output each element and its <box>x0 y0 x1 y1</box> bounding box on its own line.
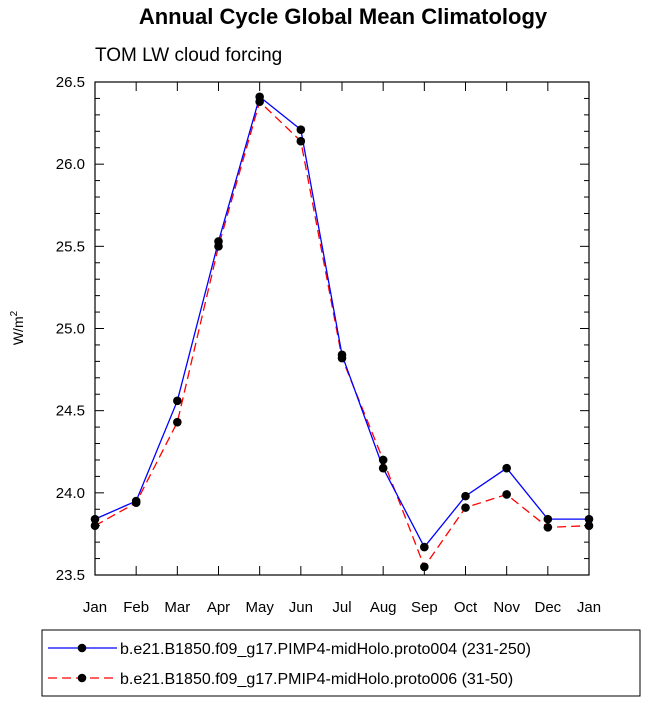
y-tick-label: 25.0 <box>56 321 85 338</box>
series-2-point <box>461 503 470 512</box>
series-1-point <box>543 514 553 524</box>
legend-label-2: b.e21.B1850.f09_g17.PMIP4-midHolo.proto0… <box>120 671 513 688</box>
y-tick-label: 26.0 <box>56 156 85 173</box>
x-tick-label: Jan <box>577 599 601 616</box>
series-2-point <box>584 521 594 530</box>
y-tick-label: 24.0 <box>56 485 85 502</box>
x-tick-label: Mar <box>164 599 190 616</box>
x-tick-label: Apr <box>207 599 230 616</box>
y-axis-label-superscript: 2 <box>9 310 20 316</box>
series-1-point <box>502 463 511 473</box>
axis-ticks: Jan Feb Mar Apr May Jun Jul Aug Sep Oct Nov Dec Jan 2… <box>56 74 601 616</box>
legend-marker-1 <box>77 643 87 653</box>
x-tick-label: Jun <box>289 599 313 616</box>
svg-text:W/m2: W/m2 <box>9 310 26 345</box>
y-tick-label: 24.5 <box>56 403 85 420</box>
chart-title: Annual Cycle Global Mean Climatology <box>139 4 548 29</box>
x-tick-label: May <box>245 599 274 616</box>
series-2-point <box>378 455 388 465</box>
series-2-point <box>420 562 429 572</box>
series-2-point <box>173 417 182 427</box>
series-1-point <box>90 514 100 524</box>
series-1-point <box>584 514 594 524</box>
x-tick-label: Sep <box>411 599 438 616</box>
legend: b.e21.B1850.f09_g17.PIMP4-midHolo.proto0… <box>48 641 531 688</box>
y-tick-label: 26.5 <box>56 74 85 91</box>
legend-label-1: b.e21.B1850.f09_g17.PIMP4-midHolo.proto0… <box>120 641 531 658</box>
series-1-point <box>214 237 223 246</box>
series-1-point <box>131 496 141 506</box>
y-tick-label: 23.5 <box>56 567 85 584</box>
series-1-point <box>378 463 388 473</box>
series-2-point <box>502 490 511 499</box>
y-axis-label-text: W/m <box>10 316 26 345</box>
x-tick-label: Oct <box>454 599 478 616</box>
series-2-point <box>543 523 553 532</box>
series-line-1 <box>94 95 589 549</box>
series-line-2 <box>94 100 590 569</box>
x-tick-label: Nov <box>493 599 520 616</box>
y-tick-label: 25.5 <box>56 238 85 255</box>
series-2-point <box>296 136 306 146</box>
series-1-point <box>173 396 182 406</box>
x-tick-label: Dec <box>534 599 561 616</box>
series-1-point <box>461 491 470 501</box>
data-series <box>90 92 594 572</box>
x-tick-label: Jan <box>83 599 107 616</box>
x-tick-label: Feb <box>123 599 149 616</box>
legend-box <box>41 629 641 697</box>
y-axis-label: W/m2 <box>9 310 26 345</box>
series-1-point <box>296 125 306 134</box>
x-tick-label: Jul <box>332 599 351 616</box>
x-tick-label: Aug <box>370 599 397 616</box>
series-1-point <box>255 92 264 102</box>
legend-marker-2 <box>77 673 87 683</box>
series-1-point <box>337 350 347 360</box>
series-1-point <box>420 542 429 552</box>
series-2-point <box>90 521 100 530</box>
chart-subtitle: TOM LW cloud forcing <box>95 45 282 66</box>
